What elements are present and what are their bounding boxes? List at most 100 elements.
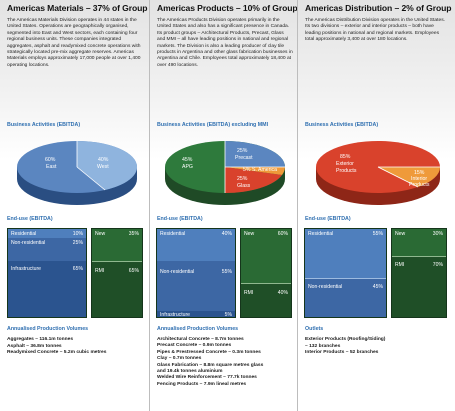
segment-value: 65% bbox=[72, 266, 83, 272]
pie-label-exterior-products: Products bbox=[336, 168, 357, 174]
segment-value: 70% bbox=[432, 262, 443, 268]
pie-label-south-america: 5% S. America bbox=[243, 167, 277, 173]
pie-label-west-value: 40% bbox=[98, 157, 109, 163]
end-use-heading: End-use (EBITDA) bbox=[157, 216, 203, 222]
volume-line: Asphalt – 36.8m tonnes bbox=[7, 343, 62, 349]
segment-value: 10% bbox=[72, 231, 83, 237]
segment-label: New bbox=[244, 231, 255, 237]
segment-label: Non-residential bbox=[160, 269, 195, 275]
ebitda-heading: Business Activities (EBITDA) excluding M… bbox=[157, 122, 269, 128]
segment-value: 65% bbox=[128, 268, 139, 274]
segment-label: Infrastructure bbox=[11, 266, 42, 272]
volume-line: Pipes & Prestressed Concrete – 0.3m tonn… bbox=[157, 349, 261, 355]
pie-label-precast: Precast bbox=[235, 155, 253, 161]
ebitda-heading: Business Activities (EBITDA) bbox=[7, 122, 81, 128]
end-use-non-residential: Non-residential 55% bbox=[157, 261, 235, 311]
volumes-heading: Annualised Production Volumes bbox=[7, 326, 89, 332]
column-description: The Americas Materials Division operates… bbox=[7, 18, 141, 68]
end-use-residential: Residential 40% bbox=[157, 229, 235, 261]
segment-value: 25% bbox=[72, 240, 83, 246]
column-background bbox=[298, 0, 455, 411]
column-description: The Americas Products Division operates … bbox=[157, 18, 293, 68]
americas-distribution-column: Americas Distribution – 2% of Group The … bbox=[298, 0, 455, 411]
segment-value: 40% bbox=[277, 290, 288, 296]
volume-line: Architectural Concrete – 8.7m tonnes bbox=[157, 337, 244, 342]
column-background bbox=[150, 0, 297, 411]
segment-label: Infrastructure bbox=[160, 312, 191, 318]
column-description: The Americas Distribution Division opera… bbox=[305, 18, 445, 43]
end-use-new: New 60% bbox=[241, 229, 291, 283]
segment-label: Non-residential bbox=[308, 284, 343, 290]
end-use-residential: Residential 10% bbox=[8, 229, 86, 238]
pie-slice-south-america bbox=[225, 167, 285, 175]
segment-label: RMI bbox=[244, 290, 254, 296]
column-divider bbox=[297, 0, 298, 411]
pie-divider bbox=[76, 166, 106, 191]
segment-value: 55% bbox=[221, 269, 232, 275]
americas-products-column: Americas Products – 10% of Group The Ame… bbox=[150, 0, 298, 411]
pie-label-exterior: Exterior bbox=[336, 161, 354, 167]
pie-label-glass-value: 25% bbox=[237, 176, 248, 182]
segment-value: 5% bbox=[224, 312, 232, 318]
volume-line: Welded Wire Reinforcement – 77.7k tonnes bbox=[157, 375, 257, 381]
segment-value: 40% bbox=[221, 231, 232, 237]
end-use-right-box: New 35% RMI 65% bbox=[91, 228, 143, 318]
segment-label: RMI bbox=[95, 268, 105, 274]
column-title: Americas Distribution – 2% of Group bbox=[305, 3, 452, 13]
pie-label-interior: Interior bbox=[411, 176, 427, 182]
column-divider bbox=[149, 0, 150, 411]
end-use-heading: End-use (EBITDA) bbox=[305, 216, 351, 222]
pie-label-apg: APG bbox=[182, 164, 193, 170]
segment-label: Residential bbox=[160, 231, 186, 237]
segment-label: New bbox=[395, 231, 406, 237]
end-use-new: New 30% bbox=[392, 229, 446, 256]
outlet-line: Exterior Products (Roofing/Siding) bbox=[305, 337, 386, 342]
volume-line: Precast Concrete – 0.9m tonnes bbox=[157, 343, 232, 349]
ebitda-heading: Business Activities (EBITDA) bbox=[305, 122, 379, 128]
segment-label: Non-residential bbox=[11, 240, 46, 246]
volume-line: Glass Fabrication – 8.8m square metres g… bbox=[157, 362, 264, 368]
pie-label-interior-products: Products bbox=[409, 182, 430, 188]
end-use-non-residential: Non-residential 45% bbox=[305, 278, 386, 317]
pie-label-east: East bbox=[46, 164, 57, 170]
pie-slice-west bbox=[77, 141, 138, 190]
end-use-non-residential: Non-residential 25% bbox=[8, 238, 86, 261]
segment-value: 35% bbox=[128, 231, 139, 237]
column-title: Americas Materials – 37% of Group bbox=[7, 3, 148, 13]
segment-label: New bbox=[95, 231, 106, 237]
pie-label-exterior-value: 85% bbox=[340, 154, 351, 160]
ebitda-pie-chart: 85% Exterior Products 15% Interior Produ… bbox=[316, 141, 441, 205]
pie-slice-interior bbox=[378, 167, 441, 187]
outlets-heading: Outlets bbox=[305, 326, 324, 332]
column-background bbox=[0, 0, 149, 411]
segment-label: Residential bbox=[11, 231, 37, 237]
segment-value: 60% bbox=[277, 231, 288, 237]
pie-label-interior-value: 15% bbox=[414, 170, 425, 176]
end-use-left-box: Residential 55% Non-residential 45% bbox=[304, 228, 387, 318]
pie-slice-precast bbox=[225, 141, 285, 167]
end-use-residential: Residential 55% bbox=[305, 229, 386, 278]
ebitda-pie-chart: 45% APG 25% Precast 5% S. America 25% Gl… bbox=[165, 141, 285, 205]
volume-line: Clay – 0.7m tonnes bbox=[157, 356, 202, 362]
americas-materials-column: Americas Materials – 37% of Group The Am… bbox=[0, 0, 149, 411]
end-use-right-box: New 30% RMI 70% bbox=[391, 228, 447, 318]
pie-divider bbox=[377, 166, 419, 188]
ebitda-pie-chart: 60% East 40% West bbox=[17, 141, 138, 205]
end-use-rmi: RMI 70% bbox=[392, 256, 446, 317]
pie-label-precast-value: 25% bbox=[237, 148, 248, 154]
segment-label: RMI bbox=[395, 262, 405, 268]
volume-line: Aggregates – 116.1m tonnes bbox=[7, 337, 74, 342]
end-use-new: New 35% bbox=[92, 229, 142, 261]
pie-label-west: West bbox=[97, 164, 109, 170]
end-use-rmi: RMI 40% bbox=[241, 283, 291, 317]
end-use-left-box: Residential 40% Non-residential 55% Infr… bbox=[156, 228, 236, 318]
segment-label: Residential bbox=[308, 231, 334, 237]
end-use-right-box: New 60% RMI 40% bbox=[240, 228, 292, 318]
outlet-line: Interior Products – 52 branches bbox=[305, 350, 379, 355]
end-use-infrastructure: Infrastructure 5% bbox=[157, 311, 235, 318]
pie-label-apg-value: 45% bbox=[182, 157, 193, 163]
segment-value: 30% bbox=[432, 231, 443, 237]
volume-line: and 19.4k tonnes aluminium bbox=[157, 369, 223, 374]
pie-label-east-value: 60% bbox=[45, 157, 56, 163]
